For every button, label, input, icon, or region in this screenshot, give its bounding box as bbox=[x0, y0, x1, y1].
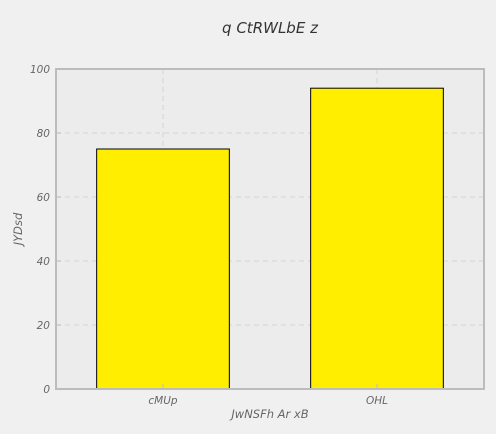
y-tick-label: 40 bbox=[37, 256, 51, 268]
bars bbox=[96, 87, 444, 390]
y-tick-label: 100 bbox=[30, 64, 50, 76]
plot-frame bbox=[55, 68, 485, 390]
y-tick-label: 60 bbox=[37, 192, 51, 204]
chart-title: q CtRWLbE z bbox=[222, 19, 319, 37]
y-axis-label: JYDsd bbox=[11, 212, 25, 247]
x-axis-label: JwNSFh Ar xB bbox=[229, 407, 308, 421]
y-axis-ticks: 0 20 40 60 80 100 bbox=[30, 64, 61, 396]
y-tick-label: 80 bbox=[37, 128, 51, 140]
bar-cMUp bbox=[96, 148, 230, 390]
y-tick-label: 0 bbox=[43, 384, 50, 396]
x-tick-label: OHL bbox=[366, 395, 388, 407]
bar-OHL bbox=[310, 87, 444, 390]
x-tick-label: cMUp bbox=[148, 395, 178, 407]
y-tick-label: 20 bbox=[37, 320, 51, 332]
x-axis-ticks: cMUp OHL bbox=[148, 384, 388, 407]
